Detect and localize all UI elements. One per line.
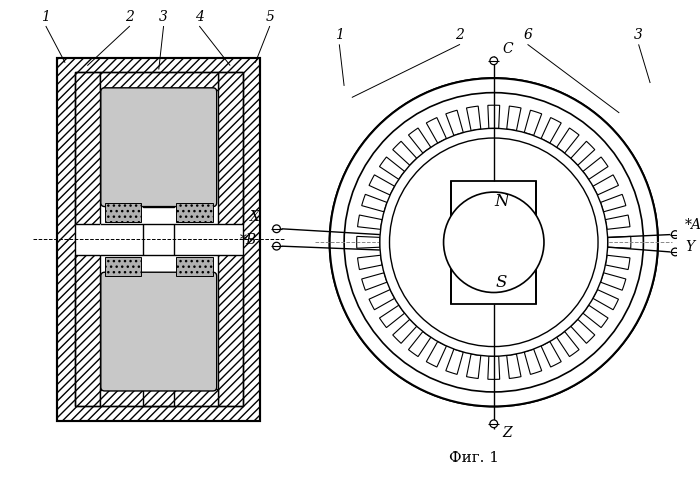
Polygon shape bbox=[488, 356, 500, 380]
Circle shape bbox=[344, 93, 643, 392]
Polygon shape bbox=[541, 342, 561, 367]
Circle shape bbox=[344, 93, 643, 392]
Text: 6: 6 bbox=[523, 29, 532, 42]
Polygon shape bbox=[379, 157, 405, 179]
Polygon shape bbox=[593, 290, 619, 310]
Bar bbox=[75, 72, 100, 224]
Text: X: X bbox=[249, 210, 260, 224]
Polygon shape bbox=[369, 175, 395, 195]
Text: Y: Y bbox=[685, 240, 694, 254]
Circle shape bbox=[671, 231, 679, 239]
Bar bbox=[218, 255, 243, 406]
Polygon shape bbox=[556, 128, 579, 153]
FancyBboxPatch shape bbox=[101, 88, 217, 207]
Text: N: N bbox=[494, 193, 509, 210]
Text: Фиг. 1: Фиг. 1 bbox=[449, 451, 500, 465]
Bar bbox=[75, 72, 243, 406]
Bar bbox=[105, 203, 141, 222]
Polygon shape bbox=[583, 157, 608, 179]
Polygon shape bbox=[362, 273, 387, 290]
Text: 2: 2 bbox=[456, 29, 464, 42]
Polygon shape bbox=[393, 319, 416, 343]
Bar bbox=[75, 255, 100, 406]
Bar bbox=[144, 292, 174, 406]
Text: 4: 4 bbox=[195, 10, 204, 24]
Circle shape bbox=[444, 192, 544, 293]
Polygon shape bbox=[601, 273, 626, 290]
Text: *B: *B bbox=[240, 233, 257, 247]
Polygon shape bbox=[426, 118, 447, 143]
Bar bbox=[144, 92, 174, 207]
Text: S: S bbox=[496, 274, 508, 291]
Circle shape bbox=[273, 225, 281, 233]
Polygon shape bbox=[570, 141, 595, 165]
Bar bbox=[100, 224, 208, 255]
Text: 3: 3 bbox=[159, 10, 168, 24]
Polygon shape bbox=[369, 290, 395, 310]
Polygon shape bbox=[426, 342, 447, 367]
Polygon shape bbox=[358, 215, 382, 229]
Bar bbox=[100, 389, 218, 406]
Polygon shape bbox=[362, 194, 387, 212]
Polygon shape bbox=[358, 255, 382, 270]
Circle shape bbox=[330, 78, 658, 406]
Polygon shape bbox=[379, 305, 405, 328]
Circle shape bbox=[344, 93, 643, 392]
Polygon shape bbox=[466, 354, 481, 379]
Polygon shape bbox=[583, 305, 608, 328]
Bar bbox=[176, 203, 213, 222]
Bar bbox=[100, 72, 218, 90]
Text: 2: 2 bbox=[125, 10, 134, 24]
Circle shape bbox=[330, 78, 658, 406]
Polygon shape bbox=[606, 255, 630, 270]
Polygon shape bbox=[446, 110, 463, 136]
Circle shape bbox=[389, 138, 598, 347]
Text: Z: Z bbox=[503, 426, 512, 440]
Circle shape bbox=[671, 248, 679, 256]
Text: *A: *A bbox=[685, 218, 700, 232]
Polygon shape bbox=[524, 110, 542, 136]
Circle shape bbox=[273, 243, 281, 250]
Bar bbox=[57, 58, 260, 421]
Text: 1: 1 bbox=[335, 29, 344, 42]
Bar bbox=[176, 257, 213, 276]
Circle shape bbox=[380, 128, 608, 356]
Polygon shape bbox=[446, 349, 463, 374]
Polygon shape bbox=[488, 105, 500, 128]
Polygon shape bbox=[593, 175, 619, 195]
Polygon shape bbox=[466, 106, 481, 131]
Polygon shape bbox=[507, 354, 521, 379]
Bar bbox=[57, 58, 260, 421]
Polygon shape bbox=[570, 319, 595, 343]
Text: C: C bbox=[503, 42, 513, 56]
Circle shape bbox=[490, 420, 498, 428]
Text: 5: 5 bbox=[265, 10, 274, 24]
Polygon shape bbox=[409, 128, 430, 153]
FancyBboxPatch shape bbox=[101, 272, 217, 391]
Text: 1: 1 bbox=[41, 10, 50, 24]
Polygon shape bbox=[507, 106, 521, 131]
Polygon shape bbox=[409, 331, 430, 357]
Bar bbox=[218, 72, 243, 224]
Polygon shape bbox=[393, 141, 416, 165]
Polygon shape bbox=[601, 194, 626, 212]
Polygon shape bbox=[524, 349, 542, 374]
Bar bbox=[105, 257, 141, 276]
Circle shape bbox=[490, 57, 498, 65]
Polygon shape bbox=[357, 236, 380, 248]
Polygon shape bbox=[556, 331, 579, 357]
Bar bbox=[452, 180, 536, 304]
Polygon shape bbox=[608, 236, 631, 248]
Text: 3: 3 bbox=[634, 29, 643, 42]
Polygon shape bbox=[606, 215, 630, 229]
Polygon shape bbox=[541, 118, 561, 143]
